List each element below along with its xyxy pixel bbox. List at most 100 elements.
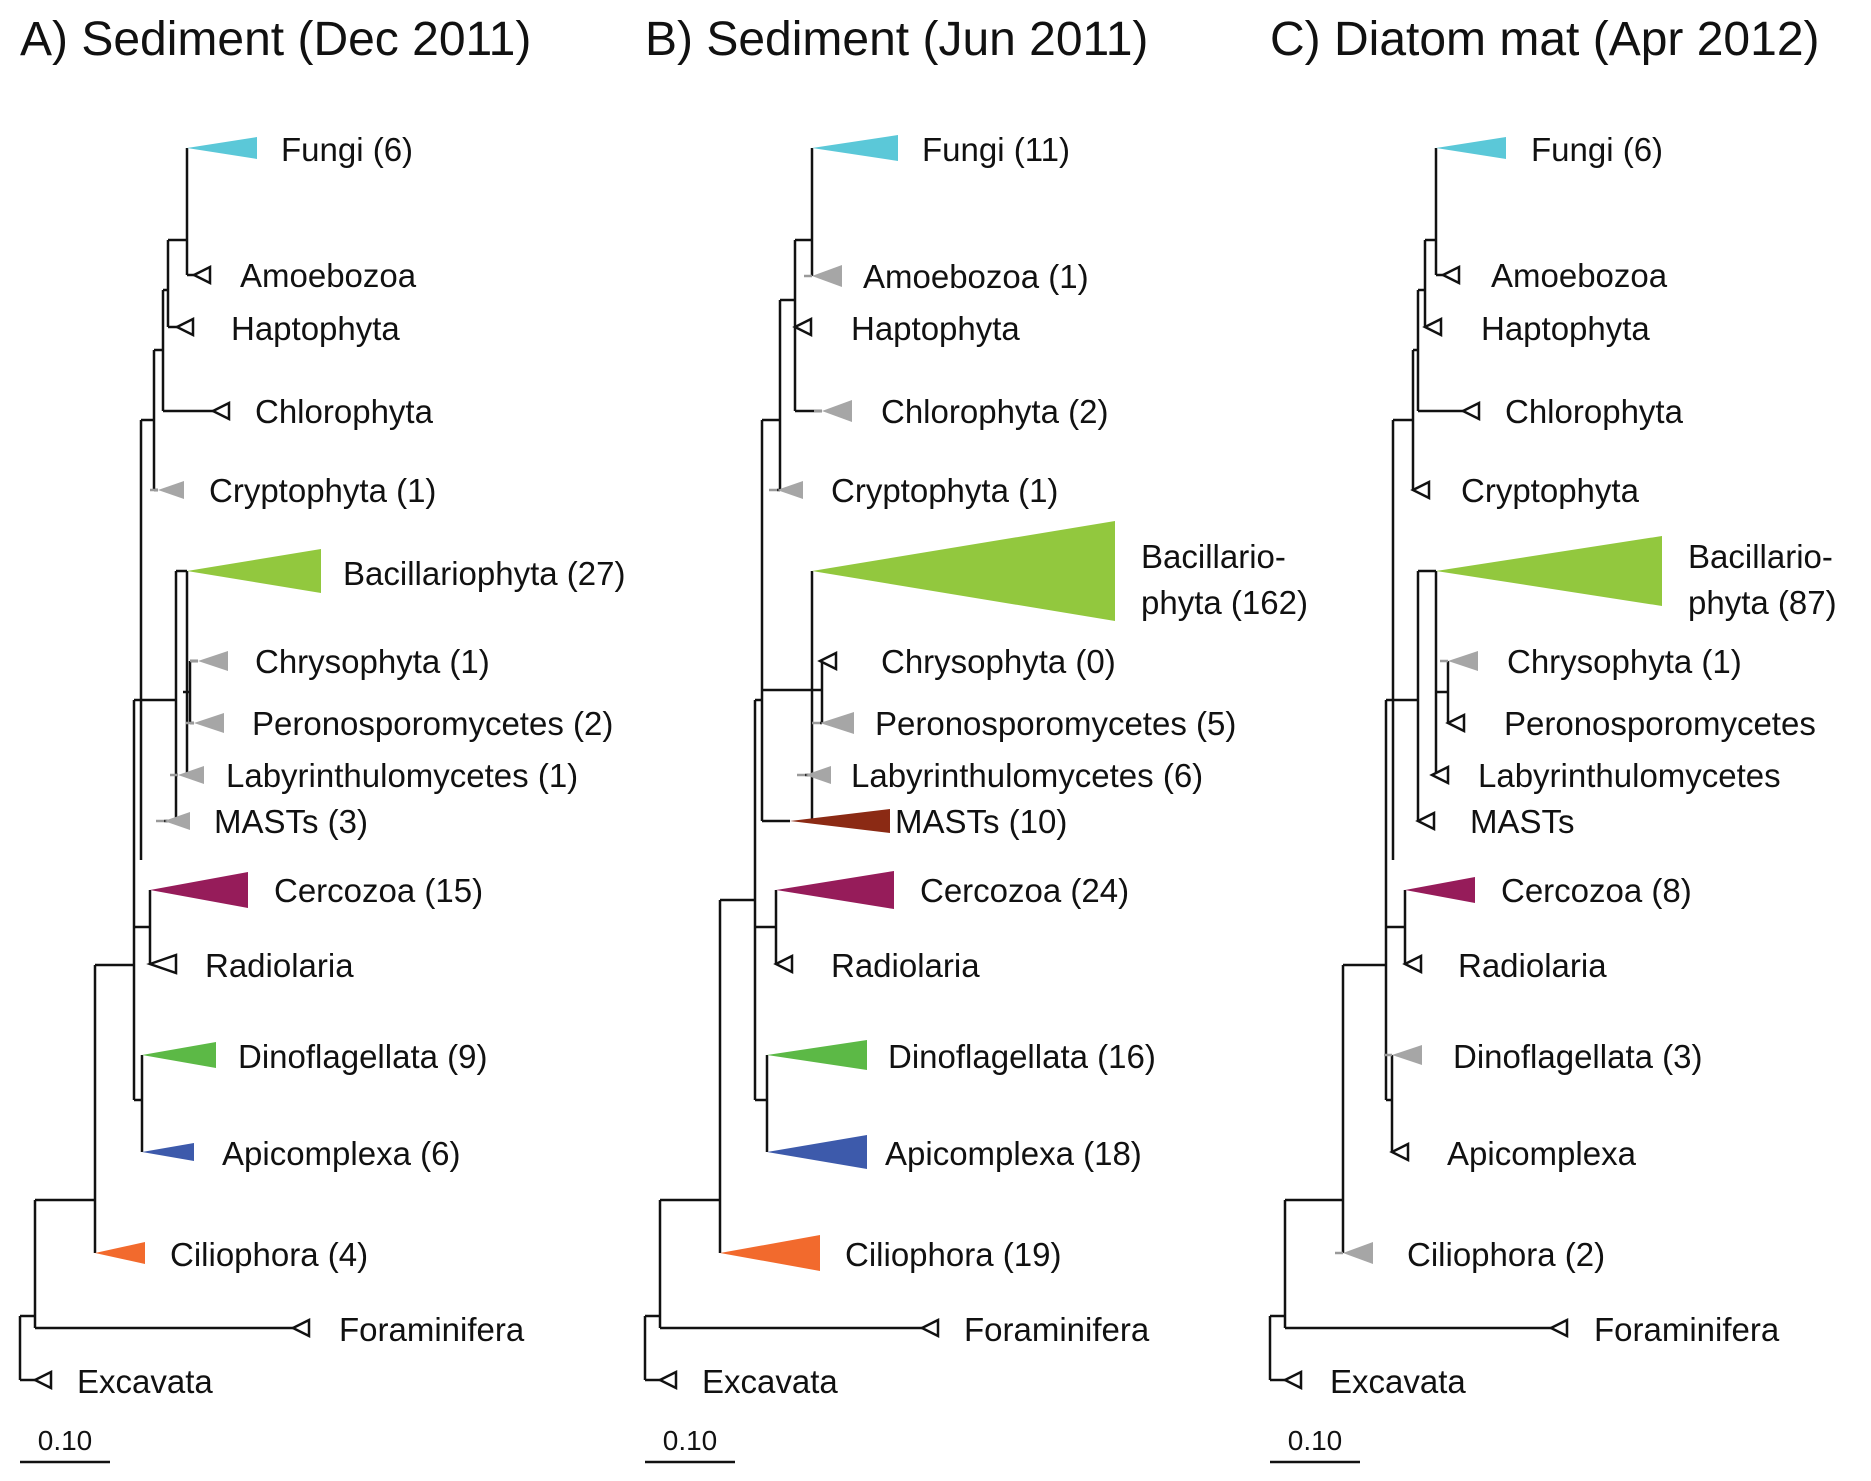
clade-3: Chlorophyta	[1460, 393, 1684, 430]
clade-5: Bacillario-phyta (162)	[812, 521, 1308, 621]
clade-10: Cercozoa (8)	[1405, 872, 1692, 909]
clade-13: Apicomplexa	[1389, 1135, 1637, 1172]
collapsed-clade-triangle	[1392, 1045, 1422, 1065]
clade-13: Apicomplexa (6)	[142, 1135, 460, 1172]
scale-bar-label: 0.10	[1288, 1425, 1343, 1456]
collapsed-clade-triangle	[1436, 536, 1662, 606]
clade-4: Cryptophyta (1)	[769, 472, 1058, 509]
collapsed-clade-triangle	[164, 812, 190, 830]
clade-label: Fungi (6)	[281, 131, 413, 168]
clade-label: Ciliophora (19)	[845, 1236, 1061, 1273]
collapsed-clade-triangle	[812, 135, 898, 161]
tree-panel-c: C) Diatom mat (Apr 2012) Fungi (6) Amoeboz…	[1268, 13, 1837, 1464]
scale-bar-label: 0.10	[663, 1425, 718, 1456]
clade-label: Chrysophyta (1)	[1507, 643, 1742, 680]
collapsed-clade-triangle	[790, 809, 890, 833]
collapsed-clade-marker-open	[146, 953, 178, 975]
scale-bar: 0.10	[1270, 1425, 1360, 1464]
collapsed-clade-marker-open	[1282, 1369, 1303, 1391]
clade-label-line: Bacillario-	[1141, 538, 1286, 575]
clade-9: MASTs (3)	[156, 803, 368, 840]
clade-label: Amoebozoa	[1491, 257, 1668, 294]
clade-label: Bacillario-phyta (162)	[1141, 538, 1308, 621]
collapsed-clade-marker-open	[174, 316, 195, 338]
clade-label: MASTs (3)	[214, 803, 368, 840]
collapsed-clade-marker-open	[1548, 1317, 1569, 1339]
collapsed-clade-triangle	[150, 872, 248, 908]
scale-bar: 0.10	[20, 1425, 110, 1464]
clade-label: Labyrinthulomycetes (1)	[226, 757, 578, 794]
clade-label: Amoebozoa (1)	[863, 258, 1089, 295]
clade-4: Cryptophyta	[1410, 472, 1640, 509]
collapsed-clade-marker-open	[210, 400, 231, 422]
collapsed-clade-triangle	[194, 713, 224, 733]
collapsed-clade-triangle	[178, 766, 204, 784]
clade-label: MASTs (10)	[895, 803, 1067, 840]
clade-label: Chrysophyta (1)	[255, 643, 490, 680]
clade-6: Chrysophyta (1)	[1440, 643, 1742, 680]
collapsed-clade-marker-open	[1460, 400, 1481, 422]
clade-label: Apicomplexa (18)	[885, 1135, 1142, 1172]
clade-3: Chlorophyta	[210, 393, 434, 430]
clade-15: Foraminifera	[1548, 1311, 1780, 1348]
clade-label: Cryptophyta	[1461, 472, 1640, 509]
clade-12: Dinoflagellata (9)	[142, 1038, 487, 1075]
scale-bar-label: 0.10	[38, 1425, 93, 1456]
clade-label-line: phyta (87)	[1688, 584, 1837, 621]
collapsed-clade-triangle	[187, 137, 257, 159]
clade-label: Bacillariophyta (27)	[343, 555, 625, 592]
clade-4: Cryptophyta (1)	[150, 472, 436, 509]
clade-label: Excavata	[1330, 1363, 1466, 1400]
clade-7: Peronosporomycetes (2)	[186, 705, 613, 742]
clade-label: Cryptophyta (1)	[831, 472, 1058, 509]
clade-14: Ciliophora (2)	[1335, 1236, 1605, 1273]
clade-label: Haptophyta	[851, 310, 1020, 347]
clade-8: Labyrinthulomycetes (6)	[797, 757, 1203, 794]
collapsed-clade-triangle	[822, 400, 852, 422]
clade-label: Peronosporomycetes (2)	[252, 705, 613, 742]
collapsed-clade-marker-open	[1440, 264, 1461, 286]
tree-panel-a: A) Sediment (Dec 2011) Fungi (6) Amoebozoa…	[18, 13, 625, 1464]
clade-5: Bacillariophyta (27)	[187, 549, 625, 593]
collapsed-clade-marker-open	[290, 1317, 311, 1339]
collapsed-clade-marker-open	[1445, 712, 1466, 734]
clade-label: Labyrinthulomycetes (6)	[851, 757, 1203, 794]
clade-15: Foraminifera	[290, 1311, 525, 1348]
collapsed-clade-triangle	[805, 766, 831, 784]
collapsed-clade-marker-open	[32, 1369, 53, 1391]
clade-label: Dinoflagellata (9)	[238, 1038, 487, 1075]
clade-label: Bacillario-phyta (87)	[1688, 538, 1837, 621]
clade-6: Chrysophyta (0)	[817, 643, 1116, 680]
clade-label: Cercozoa (24)	[920, 872, 1129, 909]
collapsed-clade-triangle	[820, 712, 854, 734]
collapsed-clade-marker-open	[191, 264, 212, 286]
clade-8: Labyrinthulomycetes	[1429, 757, 1781, 794]
clade-13: Apicomplexa (18)	[767, 1135, 1142, 1172]
collapsed-clade-triangle	[776, 871, 894, 909]
clade-16: Excavata	[1282, 1363, 1466, 1400]
clade-label: Peronosporomycetes	[1504, 705, 1816, 742]
scale-bar: 0.10	[645, 1425, 735, 1464]
clade-label: Fungi (11)	[922, 131, 1070, 168]
clade-7: Peronosporomycetes (5)	[812, 705, 1236, 742]
tree-panel-b: B) Sediment (Jun 2011) Fungi (11) Amoebozo…	[643, 13, 1308, 1464]
clade-label: Chlorophyta	[255, 393, 434, 430]
collapsed-clade-triangle	[142, 1042, 216, 1068]
clade-2: Haptophyta	[174, 310, 400, 347]
collapsed-clade-marker-open	[1422, 316, 1443, 338]
clade-label: Cryptophyta (1)	[209, 472, 436, 509]
clade-14: Ciliophora (19)	[720, 1235, 1061, 1273]
collapsed-clade-marker-open	[1429, 764, 1450, 786]
panel-title: C) Diatom mat (Apr 2012)	[1270, 13, 1820, 66]
collapsed-clade-triangle	[1405, 877, 1475, 903]
clade-label: Ciliophora (2)	[1407, 1236, 1605, 1273]
collapsed-clade-triangle	[812, 521, 1115, 621]
collapsed-clade-triangle	[198, 651, 228, 671]
collapsed-clade-triangle	[720, 1235, 820, 1271]
clade-16: Excavata	[32, 1363, 213, 1400]
clade-label: Amoebozoa	[240, 257, 417, 294]
collapsed-clade-marker-open	[1402, 953, 1423, 975]
collapsed-clade-triangle	[1448, 651, 1478, 671]
clade-label: Ciliophora (4)	[170, 1236, 368, 1273]
